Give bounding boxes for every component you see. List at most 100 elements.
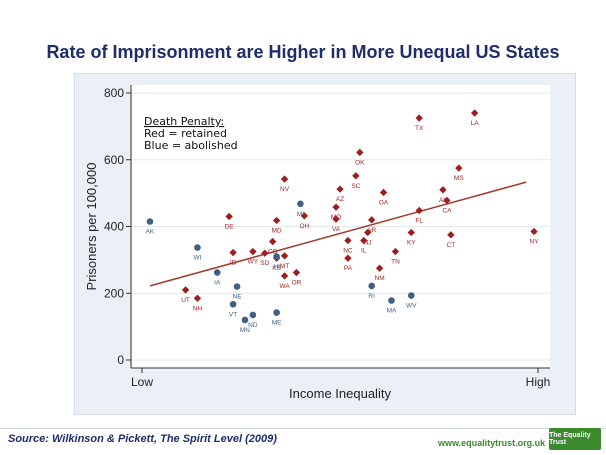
data-point-hi — [273, 253, 280, 260]
point-label-de: DE — [225, 223, 235, 230]
data-point-tn — [391, 247, 400, 256]
data-point-mn — [241, 316, 249, 324]
point-label-nj: NJ — [364, 240, 372, 247]
point-label-co: CO — [268, 249, 278, 256]
legend-title: Death Penalty: — [144, 115, 224, 128]
data-point-wi — [194, 244, 201, 251]
data-point-nm — [375, 264, 384, 272]
point-label-ct: CT — [447, 242, 456, 249]
point-label-ca: CA — [442, 207, 452, 214]
data-point-co — [269, 237, 277, 246]
data-point-ma — [388, 297, 395, 304]
point-label-ky: KY — [407, 240, 416, 247]
point-label-mt: MT — [280, 263, 289, 270]
point-label-nc: NC — [343, 248, 353, 255]
point-label-ri: RI — [368, 293, 375, 300]
point-label-oh: OH — [299, 223, 309, 230]
data-point-nd — [249, 311, 257, 319]
data-point-il — [360, 236, 368, 245]
data-point-me — [273, 309, 280, 316]
data-point-wy — [249, 247, 257, 256]
data-point-ky — [407, 228, 415, 237]
data-point-ne — [233, 283, 241, 290]
data-point-nc — [344, 236, 352, 245]
data-point-ri — [368, 282, 375, 290]
fit-line — [149, 181, 527, 287]
point-label-ks: KS — [272, 265, 281, 272]
point-label-ak: AK — [146, 228, 155, 235]
equality-trust-logo: The Equality Trust — [549, 428, 601, 450]
point-label-mn: MN — [240, 327, 250, 334]
point-label-sc: SC — [351, 183, 360, 190]
point-label-hi: HI — [273, 264, 280, 271]
point-label-nh: NH — [193, 305, 203, 312]
legend-entry: Blue = abolished — [144, 139, 238, 152]
point-label-nd: ND — [248, 322, 258, 329]
point-label-va: VA — [332, 226, 341, 233]
x-tick-label: Low — [131, 375, 153, 389]
data-point-wv — [407, 292, 415, 299]
point-label-ok: OK — [355, 159, 365, 166]
data-point-wa — [280, 272, 289, 280]
point-label-wy: WY — [248, 259, 259, 266]
data-point-mi — [297, 200, 304, 208]
point-label-il: IL — [361, 248, 367, 255]
data-point-ia — [213, 269, 221, 276]
data-point-ca — [443, 196, 451, 205]
point-label-me: ME — [272, 320, 282, 327]
data-point-la — [470, 109, 479, 117]
point-label-nv: NV — [280, 186, 290, 193]
data-point-mt — [280, 252, 289, 260]
data-point-vt — [229, 300, 237, 308]
x-axis-title: Income Inequality — [289, 386, 391, 401]
point-label-ms: MS — [454, 175, 464, 182]
data-point-nh — [193, 294, 202, 302]
data-point-or — [292, 268, 301, 277]
chart-title: Rate of Imprisonment are Higher in More … — [46, 42, 560, 62]
data-point-mo — [332, 203, 340, 211]
point-label-ma: MA — [387, 308, 397, 315]
point-label-mi: MI — [297, 211, 304, 218]
point-label-az: AZ — [336, 196, 344, 203]
data-point-al — [439, 186, 447, 194]
data-point-va — [332, 215, 340, 223]
data-point-ny — [530, 227, 538, 236]
data-point-ak — [146, 218, 154, 225]
point-label-ar: AR — [367, 227, 376, 234]
data-point-sc — [352, 172, 360, 180]
data-point-tx — [415, 114, 423, 122]
point-label-ut: UT — [181, 297, 190, 304]
point-label-sd: SD — [260, 260, 269, 267]
point-label-tn: TN — [391, 259, 400, 266]
source-citation: Source: Wilkinson & Pickett, The Spirit … — [8, 433, 277, 445]
legend-entry: Red = retained — [144, 127, 227, 140]
point-label-wi: WI — [193, 255, 201, 262]
y-tick-label: 400 — [104, 220, 124, 234]
data-point-ct — [447, 231, 455, 239]
footer-divider — [0, 428, 606, 429]
point-label-ne: NE — [233, 294, 243, 301]
point-label-wv: WV — [406, 303, 417, 310]
data-point-pa — [344, 254, 352, 262]
data-point-id — [229, 248, 237, 257]
y-tick-label: 200 — [104, 286, 124, 300]
point-label-ga: GA — [379, 199, 389, 206]
point-label-nm: NM — [375, 275, 385, 282]
point-label-pa: PA — [344, 265, 353, 272]
y-tick-label: 800 — [104, 86, 124, 100]
point-label-tx: TX — [415, 125, 424, 132]
y-tick-label: 600 — [104, 153, 124, 167]
data-point-ut — [181, 286, 190, 294]
point-label-al: AL — [439, 197, 447, 204]
point-label-vt: VT — [229, 311, 237, 318]
point-label-md: MD — [272, 227, 282, 234]
point-label-ny: NY — [530, 239, 540, 246]
point-label-la: LA — [471, 120, 480, 127]
y-axis-title: Prisoners per 100,000 — [84, 163, 99, 291]
point-label-ia: IA — [214, 280, 221, 287]
website-link[interactable]: www.equalitytrust.org.uk — [438, 438, 546, 448]
data-point-ga — [379, 188, 388, 197]
y-tick-label: 0 — [117, 353, 124, 367]
x-tick-label: High — [526, 375, 551, 389]
